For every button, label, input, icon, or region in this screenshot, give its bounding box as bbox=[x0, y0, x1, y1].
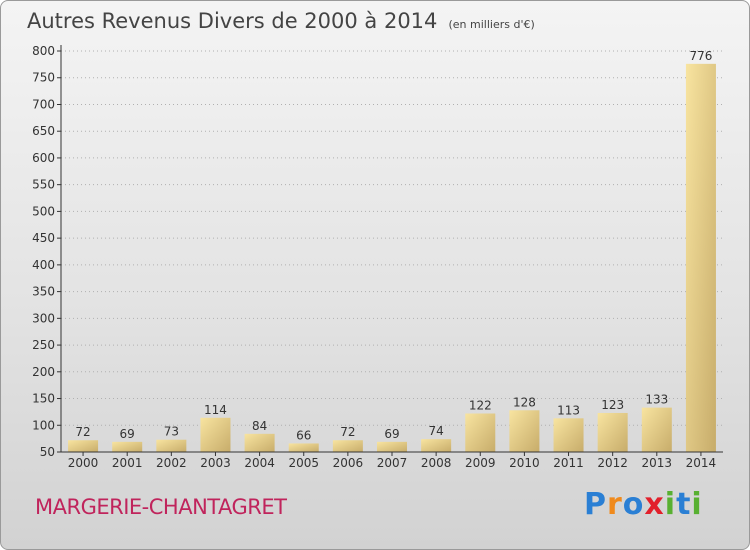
commune-name: MARGERIE-CHANTAGRET bbox=[35, 495, 287, 519]
data-label: 69 bbox=[384, 427, 399, 441]
data-label: 113 bbox=[557, 403, 580, 417]
bar bbox=[332, 440, 363, 452]
data-label: 84 bbox=[252, 419, 267, 433]
bar bbox=[685, 63, 716, 452]
y-tick-label: 700 bbox=[32, 97, 55, 111]
bar bbox=[288, 443, 319, 452]
y-tick-label: 100 bbox=[32, 418, 55, 432]
data-label: 114 bbox=[204, 403, 227, 417]
bar bbox=[641, 407, 672, 452]
x-tick-label: 2007 bbox=[377, 456, 408, 470]
bars: 72 69 73 114 84 66 72 69 74 122 128 113 123 133 776 bbox=[68, 49, 716, 452]
y-tick-label: 250 bbox=[32, 338, 55, 352]
x-tick-label: 2003 bbox=[200, 456, 231, 470]
y-tick-label: 350 bbox=[32, 285, 55, 299]
data-label: 73 bbox=[164, 425, 179, 439]
x-tick-label: 2010 bbox=[509, 456, 540, 470]
bar bbox=[68, 440, 99, 452]
x-tick-label: 2013 bbox=[642, 456, 673, 470]
grid-lines bbox=[61, 50, 723, 426]
y-tick-label: 200 bbox=[32, 365, 55, 379]
data-label: 123 bbox=[601, 398, 624, 412]
y-tick-label: 750 bbox=[32, 71, 55, 85]
y-tick-label: 600 bbox=[32, 151, 55, 165]
data-label: 128 bbox=[513, 395, 536, 409]
data-label: 69 bbox=[120, 427, 135, 441]
y-tick-label: 450 bbox=[32, 231, 55, 245]
y-tick-label: 400 bbox=[32, 258, 55, 272]
x-tick-label: 2000 bbox=[68, 456, 99, 470]
x-tick-label: 2011 bbox=[553, 456, 584, 470]
bar bbox=[200, 417, 231, 452]
chart-subtitle: (en milliers d'€) bbox=[448, 18, 535, 31]
chart-title-block: Autres Revenus Divers de 2000 à 2014 (en… bbox=[27, 9, 535, 33]
y-tick-label: 650 bbox=[32, 124, 55, 138]
bar bbox=[465, 413, 496, 452]
axes: 50 100 150 200 250 300 350 400 450 500 550 600 650 70… bbox=[32, 44, 723, 470]
y-tick-label: 500 bbox=[32, 204, 55, 218]
x-tick-label: 2009 bbox=[465, 456, 496, 470]
proxiti-logo: Proxiti bbox=[584, 487, 703, 522]
x-tick-label: 2004 bbox=[244, 456, 275, 470]
y-tick-label: 50 bbox=[40, 445, 55, 459]
bar bbox=[421, 439, 452, 452]
bar bbox=[553, 418, 584, 452]
bar bbox=[597, 412, 628, 452]
y-tick-label: 150 bbox=[32, 392, 55, 406]
x-tick-label: 2002 bbox=[156, 456, 187, 470]
data-label: 776 bbox=[689, 49, 712, 63]
x-tick-label: 2005 bbox=[288, 456, 319, 470]
x-tick-label: 2014 bbox=[686, 456, 717, 470]
y-tick-label: 800 bbox=[32, 44, 55, 58]
y-tick-label: 550 bbox=[32, 178, 55, 192]
x-tick-label: 2001 bbox=[112, 456, 143, 470]
data-label: 74 bbox=[428, 424, 443, 438]
data-label: 72 bbox=[75, 425, 90, 439]
bar bbox=[156, 439, 187, 452]
bar bbox=[112, 441, 143, 452]
x-tick-label: 2006 bbox=[333, 456, 364, 470]
data-label: 66 bbox=[296, 428, 311, 442]
y-tick-label: 300 bbox=[32, 311, 55, 325]
bar bbox=[509, 410, 540, 452]
data-label: 133 bbox=[645, 393, 668, 407]
chart-title: Autres Revenus Divers de 2000 à 2014 bbox=[27, 9, 438, 33]
bar bbox=[244, 433, 275, 452]
x-tick-label: 2008 bbox=[421, 456, 452, 470]
bar bbox=[376, 441, 408, 452]
data-label: 122 bbox=[469, 399, 492, 413]
x-tick-label: 2012 bbox=[597, 456, 628, 470]
data-label: 72 bbox=[340, 425, 355, 439]
